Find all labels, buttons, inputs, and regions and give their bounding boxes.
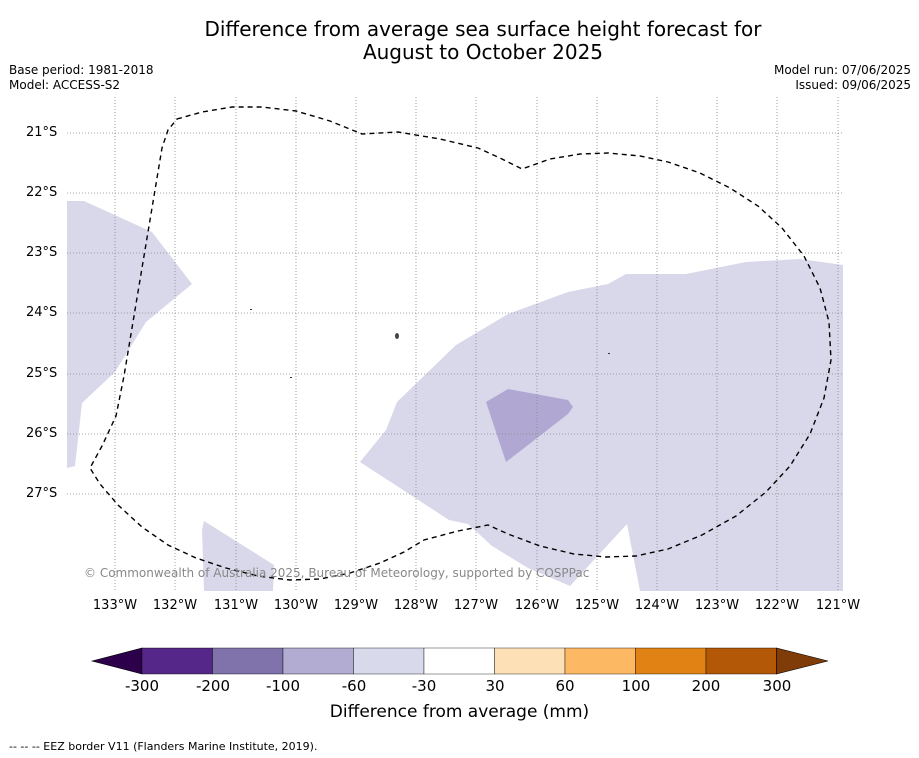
issued-date: Issued: 09/06/2025 xyxy=(795,78,911,92)
anomaly-region-south xyxy=(202,521,274,591)
colorbar xyxy=(90,647,829,675)
island-marker xyxy=(395,333,399,339)
lat-label: 24°S xyxy=(26,305,58,320)
eez-border xyxy=(89,106,832,581)
eez-footnote: -- -- -- EEZ border V11 (Flanders Marine… xyxy=(9,740,318,753)
colorbar-tick-label: 300 xyxy=(762,677,792,695)
lon-label: 129°W xyxy=(333,598,379,613)
lon-label: 121°W xyxy=(815,598,861,613)
lat-label: 25°S xyxy=(26,366,58,381)
colorbar-swatches xyxy=(90,647,829,675)
colorbar-swatch xyxy=(423,647,495,675)
base-period: Base period: 1981-2018 xyxy=(9,63,154,77)
lat-label: 21°S xyxy=(26,125,58,140)
title-line-1: Difference from average sea surface heig… xyxy=(204,17,762,41)
lon-label: 124°W xyxy=(634,598,680,613)
colorbar-swatch xyxy=(212,647,284,675)
colorbar-tick-label: -60 xyxy=(341,677,367,695)
colorbar-swatch xyxy=(564,647,636,675)
lon-label: 132°W xyxy=(152,598,198,613)
colorbar-swatch xyxy=(705,647,777,675)
colorbar-swatch xyxy=(141,647,213,675)
copyright-notice: © Commonwealth of Australia 2025, Bureau… xyxy=(84,566,590,580)
island-marker xyxy=(608,353,610,354)
island-marker xyxy=(250,309,252,310)
title-line-2: August to October 2025 xyxy=(362,40,604,64)
anomaly-region-main xyxy=(360,259,843,591)
island-marker xyxy=(290,377,292,378)
model-run: Model run: 07/06/2025 xyxy=(773,63,911,77)
colorbar-title: Difference from average (mm) xyxy=(329,702,590,722)
lon-label: 123°W xyxy=(694,598,740,613)
colorbar-tick-label: 30 xyxy=(485,677,505,695)
colorbar-swatch xyxy=(635,647,707,675)
colorbar-tick-label: -300 xyxy=(124,677,160,695)
lon-label: 133°W xyxy=(92,598,138,613)
colorbar-tick-label: 200 xyxy=(691,677,721,695)
anomaly-region-strong xyxy=(486,389,573,462)
lon-label: 125°W xyxy=(574,598,620,613)
lon-label: 130°W xyxy=(273,598,319,613)
colorbar-swatch xyxy=(282,647,354,675)
colorbar-swatch xyxy=(353,647,425,675)
colorbar-extend-low xyxy=(90,647,143,675)
lon-label: 126°W xyxy=(514,598,560,613)
lat-label: 22°S xyxy=(26,185,58,200)
colorbar-extend-high xyxy=(776,647,829,675)
map-title: Difference from average sea surface heig… xyxy=(0,18,919,64)
colorbar-swatch xyxy=(494,647,566,675)
lon-label: 122°W xyxy=(754,598,800,613)
colorbar-tick-label: -100 xyxy=(265,677,301,695)
meta-right: Model run: 07/06/2025 Issued: 09/06/2025 xyxy=(774,63,911,93)
colorbar-tick-label: 60 xyxy=(555,677,575,695)
gridlines xyxy=(67,97,843,591)
lon-label: 131°W xyxy=(213,598,259,613)
model-name: Model: ACCESS-S2 xyxy=(9,78,121,92)
lon-label: 127°W xyxy=(453,598,499,613)
meta-left: Base period: 1981-2018 Model: ACCESS-S2 xyxy=(9,63,154,93)
lat-label: 23°S xyxy=(26,245,58,260)
colorbar-tick-label: -30 xyxy=(411,677,437,695)
lon-label: 128°W xyxy=(393,598,439,613)
anomaly-region-west xyxy=(67,201,192,468)
lat-label: 26°S xyxy=(26,426,58,441)
colorbar-tick-label: 100 xyxy=(621,677,651,695)
colorbar-tick-label: -200 xyxy=(195,677,231,695)
lat-label: 27°S xyxy=(26,486,58,501)
